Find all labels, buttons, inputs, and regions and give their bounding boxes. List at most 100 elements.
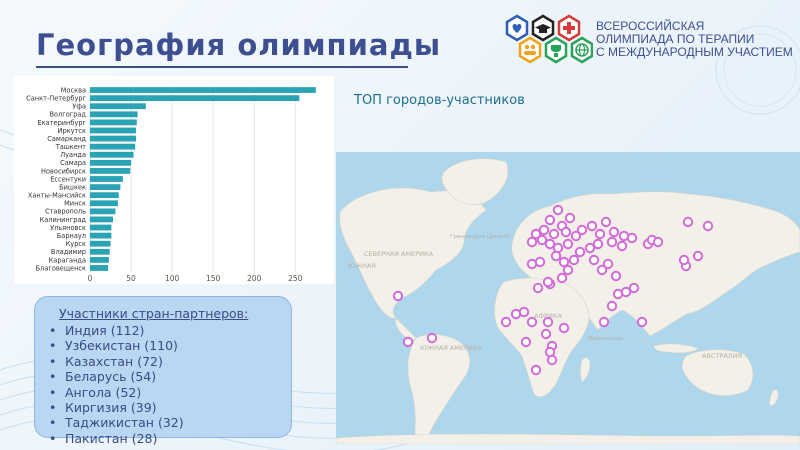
org-name-line: С МЕЖДУНАРОДНЫМ УЧАСТИЕМ [596, 45, 793, 59]
category-label: Екатеринбург [38, 119, 87, 127]
africa-shape [494, 277, 590, 397]
x-tick-label: 200 [247, 274, 262, 283]
category-label: Бишкек [59, 183, 86, 191]
map-label-greenland: Гренландия (Дания) [450, 234, 509, 240]
city-marker [520, 336, 532, 348]
category-label: Иркутск [58, 127, 86, 135]
category-label: Новосибирск [41, 167, 86, 175]
city-marker [628, 282, 640, 294]
city-marker [536, 234, 548, 246]
city-marker [558, 322, 570, 334]
category-label: Самарканд [47, 135, 86, 143]
city-marker [652, 236, 664, 248]
category-label: Москва [61, 86, 86, 94]
list-item: Ангола (52) [47, 385, 184, 401]
category-label: Ханты-Мансийск [28, 192, 86, 200]
x-tick-label: 100 [165, 274, 180, 283]
city-marker [426, 332, 438, 344]
city-marker [538, 224, 550, 236]
city-marker [586, 220, 598, 232]
heart-icon [505, 14, 529, 42]
madagascar-shape [580, 357, 591, 383]
map-label-australia: АВСТРАЛИЯ [702, 352, 742, 360]
indonesia-shape [653, 343, 699, 354]
city-marker [542, 276, 554, 288]
city-marker [568, 254, 580, 266]
city-marker [544, 214, 556, 226]
category-label: Ессентуки [50, 175, 86, 183]
list-item: Киргизия (39) [47, 400, 184, 416]
bar [90, 192, 119, 199]
city-marker [530, 364, 542, 376]
category-label: Ташкент [55, 143, 86, 151]
australia-shape [681, 349, 754, 396]
bar [90, 176, 123, 182]
city-marker [592, 238, 604, 250]
new-zealand-shape [769, 389, 779, 406]
city-marker [608, 226, 620, 238]
city-marker [558, 256, 570, 268]
city-marker [560, 226, 572, 238]
city-marker [576, 224, 588, 236]
bar [90, 184, 121, 190]
city-marker [542, 316, 554, 328]
city-marker [548, 228, 560, 240]
north-america-shape [339, 187, 487, 319]
city-marker [602, 258, 614, 270]
city-marker [562, 238, 574, 250]
x-tick-label: 0 [88, 274, 93, 283]
bar [90, 103, 146, 110]
bar [90, 111, 138, 118]
category-label: Калининград [40, 216, 87, 224]
map-label-africa: АФРИКА [534, 312, 562, 320]
city-marker [636, 316, 648, 328]
organization-name: ВСЕРОССИЙСКАЯ ОЛИМПИАДА ПО ТЕРАПИИ С МЕЖ… [596, 20, 796, 59]
partners-list: Индия (112) Узбекистан (110) Казахстан (… [47, 323, 184, 447]
bar-chart-svg: 0 50 100 150 200 250МоскваСанкт-ПетербургУфаВ… [26, 86, 316, 283]
bar [90, 168, 131, 174]
bar [90, 224, 112, 231]
city-marker [612, 288, 624, 300]
city-marker [682, 216, 694, 228]
map-subtitle: ТОП городов-участников [354, 93, 525, 108]
category-label: Санкт-Петербург [26, 95, 86, 103]
bar [90, 232, 112, 239]
list-item: Индия (112) [47, 323, 184, 339]
trophy-icon [544, 36, 568, 64]
central-america-shape [395, 317, 417, 341]
category-label: Ульяновск [50, 224, 86, 232]
x-tick-label: 250 [288, 274, 303, 283]
south-america-shape [407, 334, 471, 444]
city-marker [526, 236, 538, 248]
bar [90, 127, 136, 134]
category-label: Барнаул [57, 232, 86, 240]
world-map-svg: Гренландия (Дания) СЕВЕРНАЯ АМЕРИКА ЮЖНА… [336, 158, 800, 444]
list-item: Беларусь (54) [47, 369, 184, 385]
city-marker [574, 246, 586, 258]
bar [90, 119, 137, 126]
category-label: Волгоград [49, 111, 86, 119]
city-marker [556, 272, 568, 284]
city-marker [562, 264, 574, 276]
list-item: Узбекистан (110) [47, 338, 184, 354]
city-marker [564, 212, 576, 224]
bar [90, 87, 316, 93]
city-marker [594, 228, 606, 240]
list-item: Казахстан (72) [47, 354, 184, 370]
city-marker [532, 282, 544, 294]
globe-icon [570, 36, 593, 64]
olympiad-logo [505, 14, 593, 64]
city-marker [600, 216, 612, 228]
title-underline [36, 66, 408, 68]
city-marker [678, 254, 690, 266]
bar [90, 200, 118, 207]
bar [90, 151, 134, 158]
city-marker [544, 238, 556, 250]
category-label: Благовещенск [36, 264, 86, 272]
city-marker [392, 290, 404, 302]
city-marker [596, 264, 608, 276]
city-marker [500, 316, 512, 328]
bar [90, 159, 132, 166]
antarctica-shape [336, 433, 800, 444]
category-label: Луанда [60, 151, 86, 159]
